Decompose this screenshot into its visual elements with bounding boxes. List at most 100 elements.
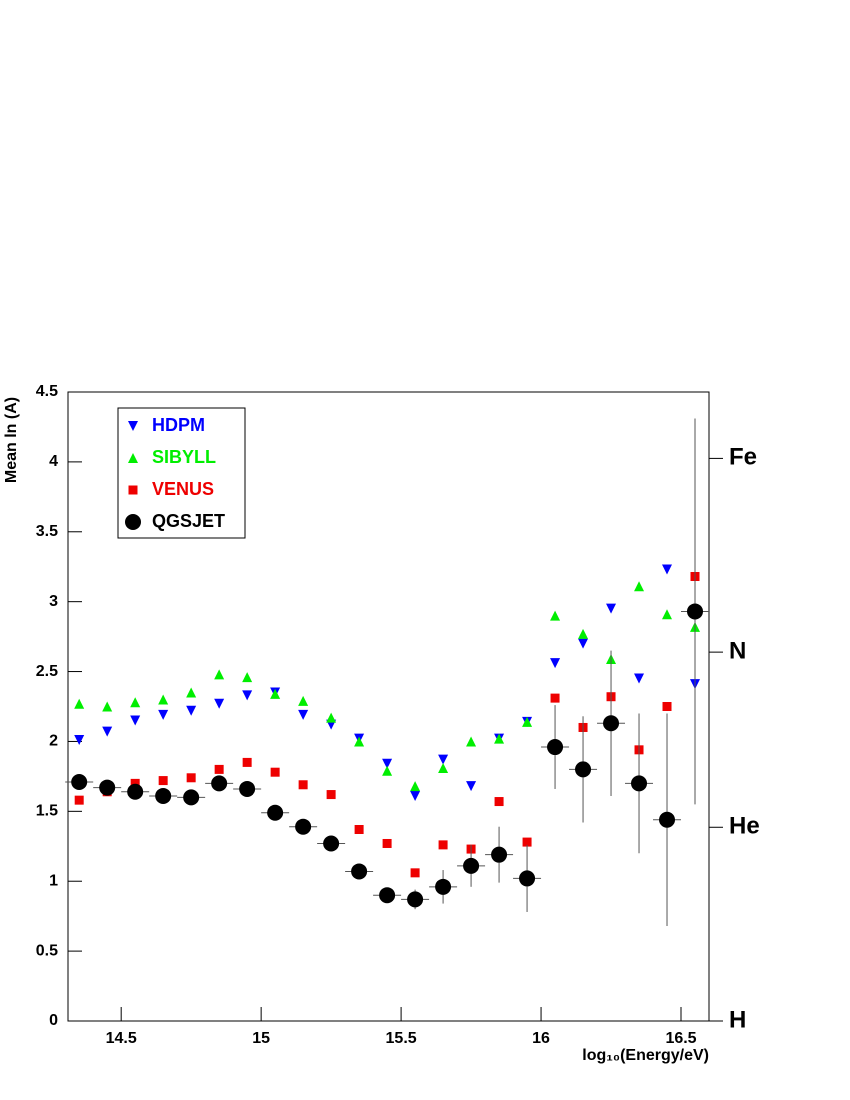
- point: [382, 765, 393, 776]
- point: [323, 835, 340, 852]
- point: [186, 773, 196, 783]
- legend-marker: [128, 453, 138, 463]
- point: [186, 687, 197, 698]
- point: [130, 697, 141, 708]
- point: [183, 789, 200, 806]
- point: [74, 735, 85, 746]
- point: [211, 775, 228, 792]
- y-tick-label: 4.5: [36, 383, 58, 400]
- x-tick-label: 16.5: [665, 1030, 696, 1047]
- x-tick-label: 16: [532, 1030, 550, 1047]
- point: [298, 695, 309, 706]
- point: [102, 726, 113, 737]
- point: [659, 811, 676, 828]
- x-tick-label: 15: [252, 1030, 270, 1047]
- x-tick-label: 14.5: [106, 1030, 137, 1047]
- point: [631, 775, 648, 792]
- point: [130, 715, 141, 726]
- point: [242, 690, 253, 701]
- point: [578, 628, 589, 639]
- x-axis-label: log₁₀(Energy/eV): [582, 1047, 709, 1064]
- point: [130, 778, 140, 788]
- point: [267, 804, 284, 821]
- point: [603, 715, 620, 732]
- point: [662, 564, 673, 575]
- point: [127, 783, 144, 800]
- point: [550, 658, 561, 669]
- point: [326, 790, 336, 800]
- point: [326, 712, 337, 723]
- x-tick-label: 15.5: [386, 1030, 417, 1047]
- point: [662, 609, 673, 620]
- legend-label: HDPM: [152, 415, 205, 435]
- point: [466, 781, 477, 792]
- point: [410, 790, 421, 801]
- point: [578, 638, 589, 649]
- point: [410, 781, 421, 792]
- y-tick-label: 2.5: [36, 663, 58, 680]
- y-tick-label: 0: [49, 1012, 58, 1029]
- legend-marker: [128, 421, 138, 431]
- point: [158, 709, 169, 720]
- point: [407, 891, 424, 908]
- y2-tick-label: N: [729, 637, 746, 664]
- y-tick-label: 2: [49, 733, 58, 750]
- point: [71, 773, 88, 790]
- point: [74, 698, 85, 709]
- point: [354, 736, 365, 747]
- point: [519, 870, 536, 887]
- point: [155, 787, 172, 804]
- point: [438, 840, 448, 850]
- point: [242, 757, 252, 767]
- point: [99, 779, 116, 796]
- point: [547, 739, 564, 756]
- point: [382, 838, 392, 848]
- point: [354, 825, 364, 835]
- point: [239, 780, 256, 797]
- point: [295, 818, 312, 835]
- point: [687, 603, 704, 620]
- point: [634, 581, 645, 592]
- point: [382, 758, 393, 769]
- point: [74, 795, 84, 805]
- y-tick-label: 1.5: [36, 803, 58, 820]
- point: [491, 846, 508, 863]
- plot-frame: [67, 391, 710, 1022]
- point: [494, 733, 505, 744]
- y-tick-label: 1: [49, 872, 58, 889]
- y-tick-label: 0.5: [36, 942, 58, 959]
- legend-box: [117, 407, 246, 539]
- point: [575, 761, 592, 778]
- y-tick-label: 3.5: [36, 523, 58, 540]
- point: [550, 610, 561, 621]
- point: [550, 693, 560, 703]
- y2-tick-label: H: [729, 1006, 746, 1033]
- point: [463, 857, 480, 874]
- point: [634, 673, 645, 684]
- point: [102, 701, 113, 712]
- point: [662, 702, 672, 711]
- legend-label: QGSJET: [152, 511, 225, 531]
- point: [522, 837, 532, 847]
- point: [438, 763, 449, 774]
- point: [298, 709, 309, 720]
- point: [410, 868, 420, 878]
- point: [298, 780, 308, 790]
- legend-marker: [125, 514, 141, 530]
- point: [242, 672, 253, 683]
- y-tick-label: 3: [49, 593, 58, 610]
- legend-label: SIBYLL: [152, 447, 216, 467]
- legend-label: VENUS: [152, 479, 214, 499]
- point: [606, 603, 617, 614]
- point: [522, 716, 533, 727]
- point: [438, 754, 449, 765]
- y2-tick-label: He: [729, 813, 760, 840]
- point: [158, 694, 169, 705]
- point: [435, 878, 452, 895]
- point: [466, 736, 477, 747]
- point: [158, 776, 168, 786]
- point: [379, 887, 396, 904]
- point: [351, 863, 368, 880]
- point: [214, 764, 224, 774]
